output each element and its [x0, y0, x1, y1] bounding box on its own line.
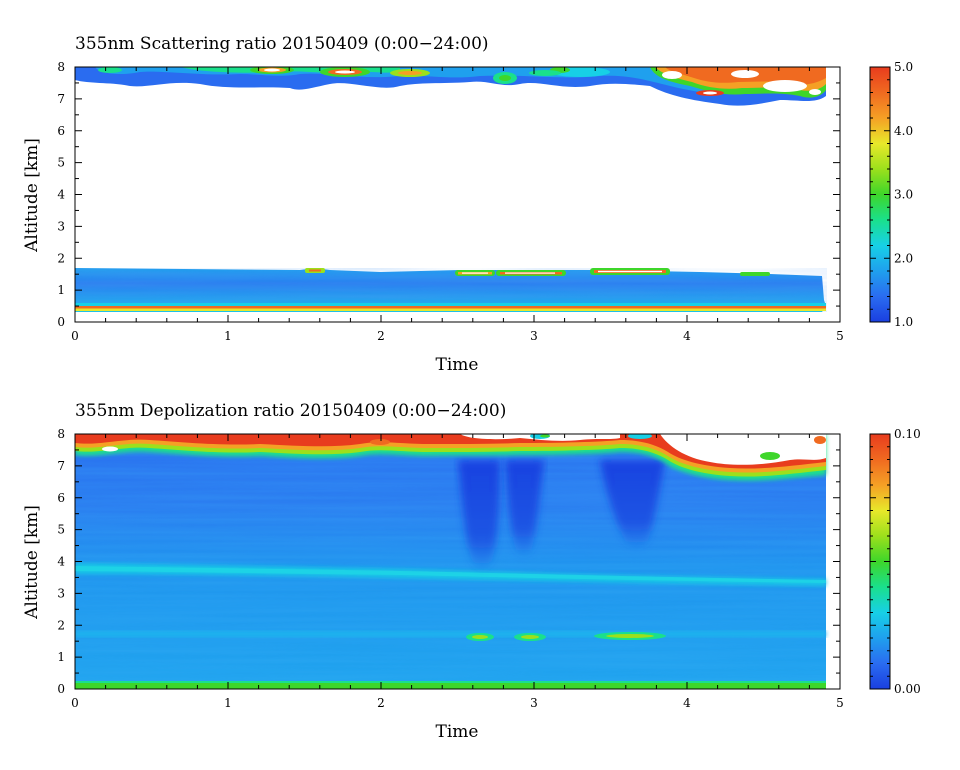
- x-tick-label: 2: [377, 329, 385, 343]
- x-tick-label: 5: [836, 696, 844, 710]
- colorbar-tick-label: 3.0: [894, 188, 913, 202]
- x-tick-label: 0: [71, 696, 79, 710]
- x-axis-label: Time: [436, 355, 479, 375]
- thin-layer: [305, 268, 770, 276]
- y-tick-label: 8: [57, 427, 65, 441]
- y-tick-label: 6: [57, 491, 65, 505]
- x-tick-label: 3: [530, 696, 538, 710]
- x-tick-label: 0: [71, 329, 79, 343]
- y-axis: 0 1 2 3 4 5 6 7 8: [57, 60, 840, 329]
- y-axis-label: Altitude [km]: [22, 505, 42, 620]
- y-tick-label: 0: [57, 682, 65, 696]
- colorbar-tick-label: 2.0: [894, 251, 913, 265]
- x-tick-label: 1: [224, 696, 232, 710]
- y-tick-label: 4: [57, 555, 65, 569]
- y-tick-label: 2: [57, 251, 65, 265]
- colorbar: 1.0 2.0 3.0 4.0 5.0: [869, 60, 913, 329]
- colorbar-tick-label: 0.10: [894, 427, 921, 441]
- y-tick-label: 2: [57, 618, 65, 632]
- colorbar-tick-label: 0.00: [894, 682, 921, 696]
- y-tick-label: 7: [57, 92, 65, 106]
- colorbar-ticks: 1.0 2.0 3.0 4.0 5.0: [870, 60, 913, 329]
- y-tick-label: 5: [57, 156, 65, 170]
- x-axis-label: Time: [436, 722, 479, 742]
- y-axis: 0 1 2 3 4 5 6 7 8: [57, 427, 840, 696]
- y-tick-label: 0: [57, 315, 65, 329]
- colorbar: 0.00 0.10: [869, 427, 921, 696]
- y-tick-label: 6: [57, 124, 65, 138]
- y-tick-label: 7: [57, 459, 65, 473]
- y-axis-label: Altitude [km]: [22, 138, 42, 253]
- depolarization-ratio-heatmap: [75, 434, 840, 689]
- y-tick-label: 4: [57, 188, 65, 202]
- y-tick-label: 1: [57, 650, 65, 664]
- y-tick-label: 3: [57, 586, 65, 600]
- x-axis: 0 1 2 3 4 5: [71, 67, 844, 343]
- band-3.5km: [75, 563, 826, 586]
- colorbar-tick-label: 1.0: [894, 315, 913, 329]
- low-depol-plumes: [458, 460, 665, 572]
- colorbar-tick-label: 5.0: [894, 60, 913, 74]
- x-tick-label: 4: [683, 696, 691, 710]
- thin-layer: [75, 631, 826, 641]
- y-tick-label: 5: [57, 523, 65, 537]
- y-tick-label: 3: [57, 219, 65, 233]
- surface-band: [75, 306, 826, 309]
- upper-cloud: [75, 434, 826, 481]
- chart-title: 355nm Depolization ratio 20150409 (0:00−…: [75, 401, 506, 421]
- x-tick-label: 1: [224, 329, 232, 343]
- x-tick-label: 4: [683, 329, 691, 343]
- x-tick-label: 5: [836, 329, 844, 343]
- surface-band: [75, 683, 826, 689]
- x-axis: 0 1 2 3 4 5: [71, 434, 844, 710]
- scattering-ratio-heatmap: [75, 67, 840, 322]
- y-tick-label: 1: [57, 283, 65, 297]
- colorbar-tick-label: 4.0: [894, 124, 913, 138]
- colorbar-ticks: 0.00 0.10: [870, 427, 921, 696]
- chart-title: 355nm Scattering ratio 20150409 (0:00−24…: [75, 34, 489, 54]
- x-tick-label: 3: [530, 329, 538, 343]
- scattering-ratio-panel: 355nm Scattering ratio 20150409 (0:00−24…: [22, 34, 913, 375]
- depolarization-ratio-panel: 355nm Depolization ratio 20150409 (0:00−…: [22, 401, 921, 742]
- x-tick-label: 2: [377, 696, 385, 710]
- y-tick-label: 8: [57, 60, 65, 74]
